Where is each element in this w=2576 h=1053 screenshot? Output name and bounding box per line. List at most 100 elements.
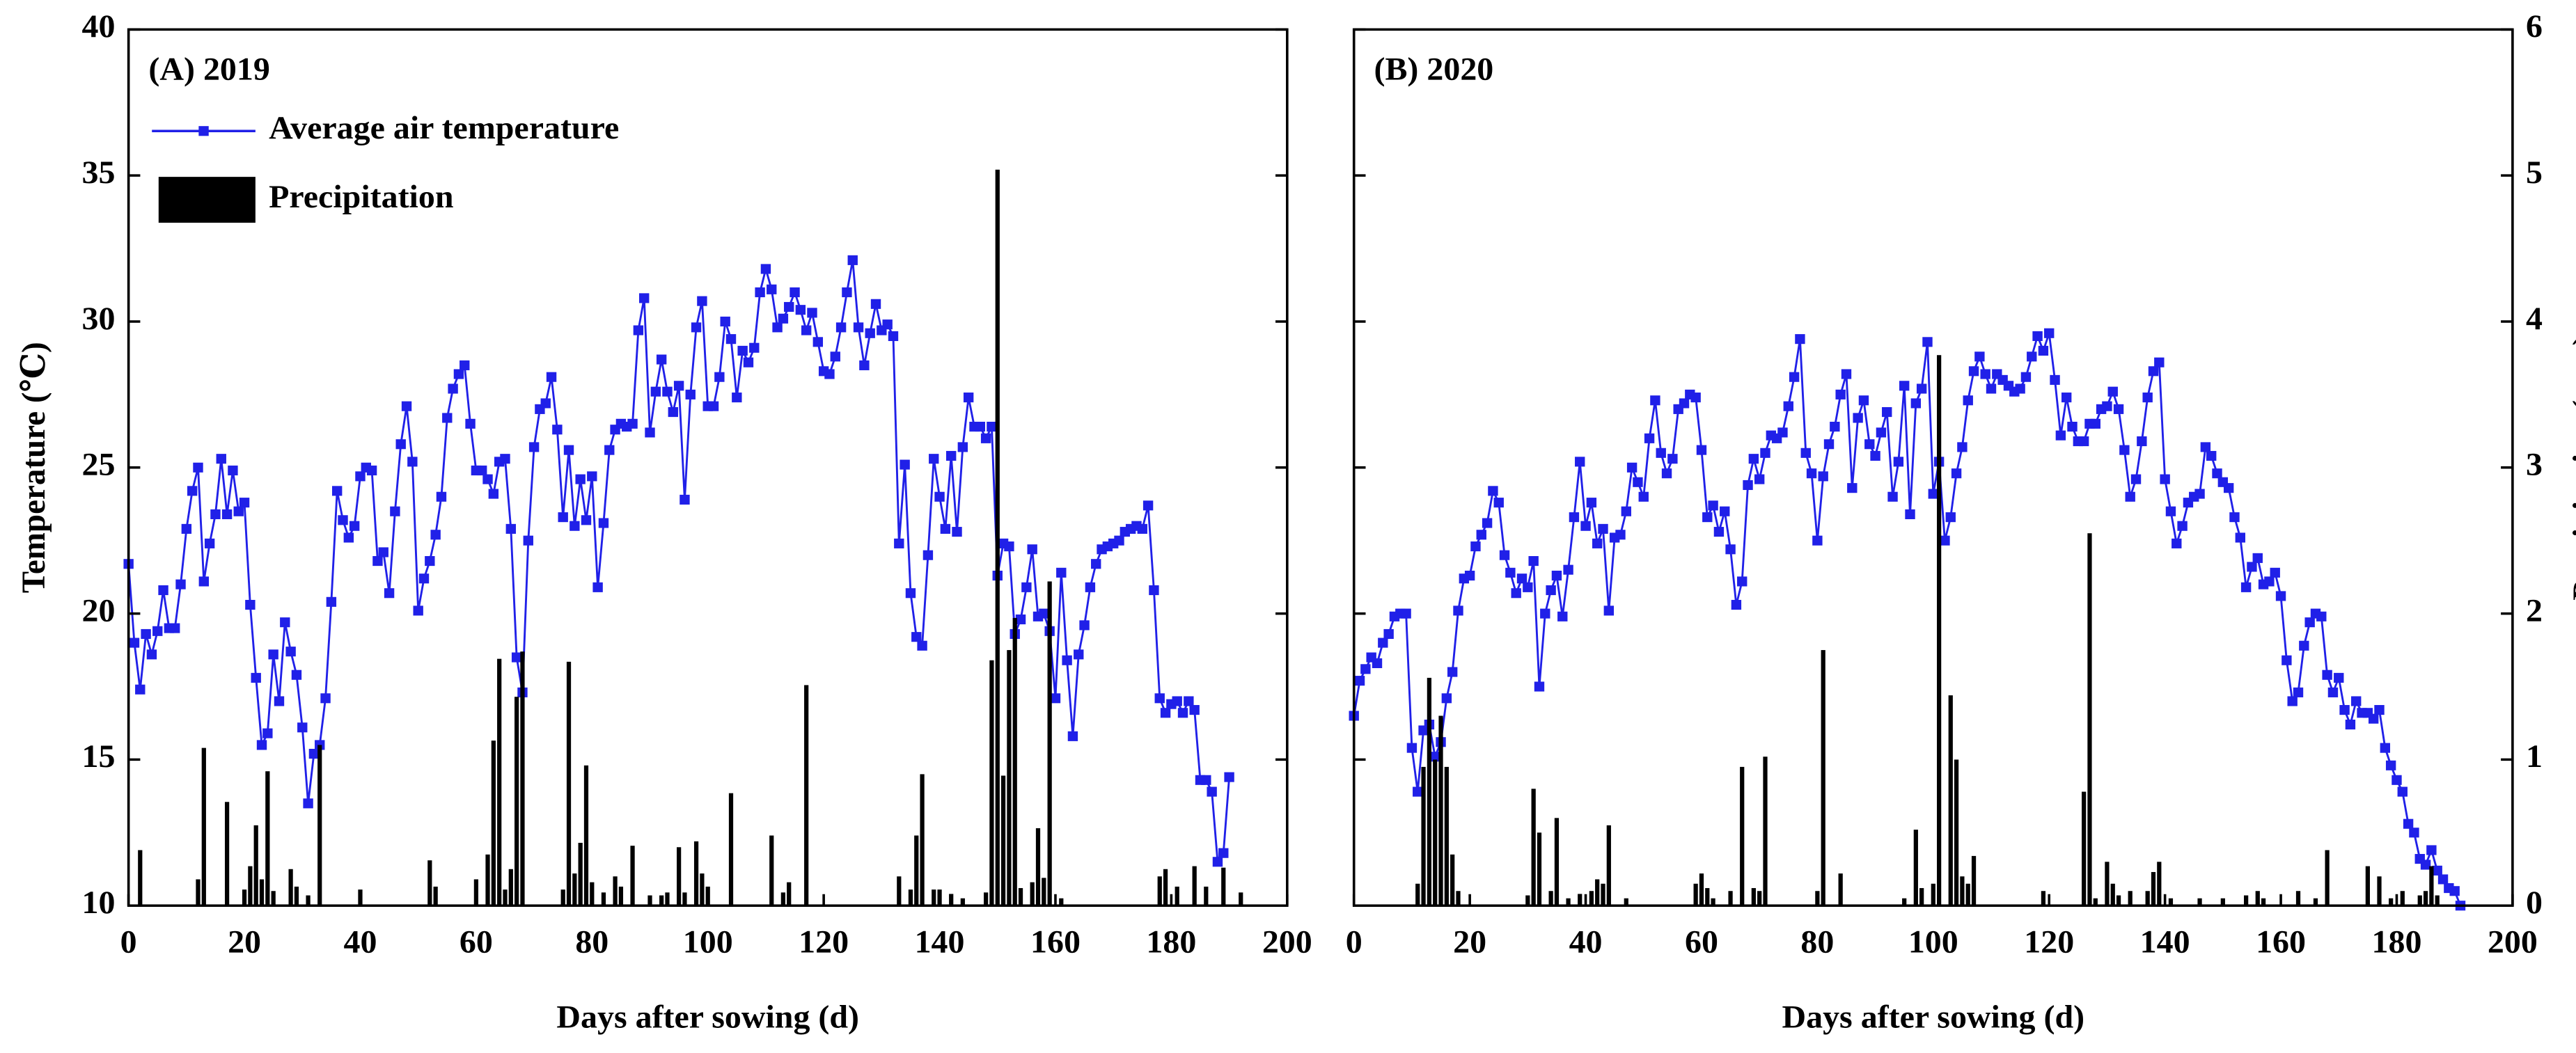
temperature-marker (720, 316, 730, 327)
temperature-marker (2351, 696, 2362, 706)
temperature-marker (453, 369, 464, 379)
precipitation-bar (949, 894, 954, 906)
temperature-marker (1783, 401, 1793, 411)
temperature-marker (2200, 442, 2211, 452)
temperature-marker (1470, 541, 1481, 552)
precipitation-bar (2377, 876, 2382, 906)
temperature-marker (326, 596, 337, 607)
temperature-marker (1841, 369, 1852, 379)
precipitation-bar (1971, 855, 1977, 906)
temperature-marker (1713, 527, 1725, 537)
temperature-marker (1201, 775, 1211, 785)
temperature-marker (853, 322, 864, 333)
temperature-marker (859, 360, 870, 370)
temperature-marker (725, 334, 737, 345)
precipitation-bar (1705, 888, 1710, 906)
temperature-marker (1493, 498, 1504, 508)
temperature-marker (1893, 457, 1904, 467)
temperature-marker (1149, 585, 1159, 596)
temperature-marker (1499, 550, 1510, 560)
temperature-marker (1172, 696, 1182, 706)
precipitation-bar (473, 879, 479, 906)
temperature-marker (1615, 530, 1626, 540)
temperature-marker (882, 319, 893, 330)
temperature-marker (228, 465, 238, 476)
temperature-marker (2038, 345, 2049, 356)
x-tick-label: 160 (2256, 924, 2306, 960)
x-tick-label: 180 (2372, 924, 2422, 960)
y2-tick-label: 4 (2526, 301, 2543, 337)
precipitation-bar (2087, 533, 2092, 906)
temperature-marker (1354, 676, 1365, 686)
y2-axis-label: Precipitation (mm) (2566, 335, 2576, 601)
x-tick-label: 60 (1685, 924, 1718, 960)
precipitation-bar (932, 889, 936, 906)
temperature-marker (1482, 518, 1493, 528)
temperature-marker (2327, 687, 2339, 697)
temperature-marker (528, 442, 540, 452)
precipitation-bar (196, 879, 201, 906)
temperature-marker (2287, 696, 2298, 706)
temperature-marker (842, 287, 852, 298)
temperature-marker (1523, 582, 1533, 592)
precipitation-bar (2400, 891, 2405, 906)
precipitation-bar (984, 892, 989, 906)
temperature-marker (245, 599, 256, 610)
temperature-marker (395, 439, 406, 450)
temperature-marker (1905, 509, 1915, 519)
temperature-marker (418, 573, 430, 584)
temperature-marker (477, 465, 487, 476)
temperature-marker (204, 538, 215, 548)
temperature-marker (430, 530, 441, 540)
temperature-marker (1413, 786, 1423, 797)
temperature-marker (500, 454, 510, 464)
precipitation-bar (265, 771, 270, 906)
temperature-marker (743, 357, 754, 367)
precipitation-bar (2261, 898, 2266, 906)
temperature-marker (2247, 562, 2257, 572)
precipitation-bar (1919, 888, 1924, 906)
temperature-marker (146, 649, 157, 660)
precipitation-bar (804, 685, 809, 906)
precipitation-bar (2082, 791, 2087, 906)
legend-label: Precipitation (269, 179, 453, 215)
temperature-marker (563, 445, 574, 455)
temperature-marker (338, 515, 348, 525)
temperature-marker (343, 532, 354, 543)
precipitation-bar (306, 895, 311, 906)
precipitation-bar (1030, 882, 1035, 906)
temperature-marker (425, 556, 435, 567)
temperature-marker (2032, 331, 2043, 342)
precipitation-bar (1948, 695, 1953, 906)
temperature-marker (2171, 538, 2182, 548)
temperature-marker (807, 308, 817, 318)
precipitation-bar (491, 741, 496, 906)
precipitation-bar (433, 886, 438, 906)
temperature-marker (2212, 468, 2222, 479)
temperature-marker (1050, 693, 1061, 704)
y2-tick-label: 5 (2526, 155, 2543, 191)
temperature-marker (181, 523, 192, 534)
temperature-marker (1690, 393, 1701, 403)
precipitation-bar (1601, 883, 1605, 906)
temperature-marker (505, 523, 517, 534)
temperature-marker (835, 322, 847, 333)
temperature-marker (2119, 445, 2130, 455)
precipitation-bar (1427, 677, 1432, 906)
temperature-marker (129, 638, 140, 648)
temperature-marker (1441, 693, 1452, 704)
temperature-marker (1748, 454, 1759, 464)
precipitation-bar (1699, 873, 1704, 906)
temperature-marker (2113, 404, 2124, 414)
temperature-marker (511, 652, 522, 663)
temperature-marker (465, 418, 476, 429)
temperature-marker (1476, 530, 1486, 540)
temperature-marker (865, 328, 875, 338)
precipitation-bar (566, 661, 572, 906)
temperature-marker (175, 579, 186, 589)
temperature-marker (1528, 556, 1539, 567)
precipitation-bar (659, 895, 664, 906)
y2-tick-label: 2 (2526, 593, 2543, 629)
precipitation-bar (560, 889, 565, 906)
temperature-marker (847, 255, 858, 265)
